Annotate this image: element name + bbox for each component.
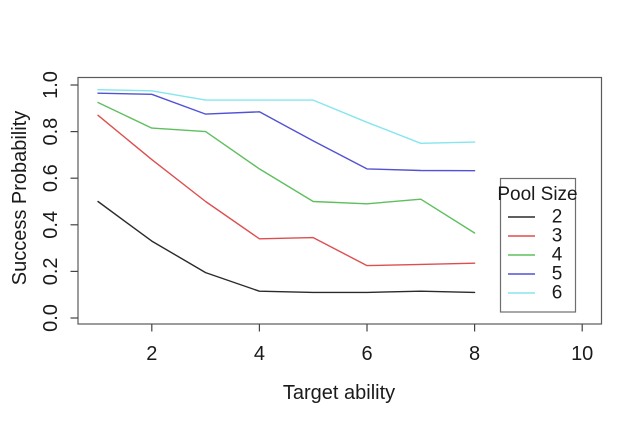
series-line-pool-3 (97, 114, 476, 267)
y-axis-title: Success Probability (9, 111, 31, 286)
y-tick-label: 0.6 (40, 164, 62, 192)
y-tick-label: 0.8 (40, 118, 62, 146)
legend-label-pool-3: 3 (552, 226, 563, 247)
x-tick-label: 8 (469, 343, 480, 365)
legend-label-pool-5: 5 (552, 264, 563, 285)
legend-label-pool-2: 2 (552, 207, 563, 228)
series-line-pool-4 (97, 101, 476, 234)
series-line-pool-6 (97, 88, 476, 145)
data-series-lines (97, 88, 476, 294)
legend-label-pool-6: 6 (552, 283, 563, 304)
x-tick-label: 6 (361, 343, 372, 365)
x-tick-label: 2 (146, 343, 157, 365)
y-tick-label: 0.0 (40, 304, 62, 332)
y-tick-label: 0.2 (40, 257, 62, 285)
x-tick-label: 4 (254, 343, 265, 365)
x-tick-label: 10 (571, 343, 593, 365)
legend-label-pool-4: 4 (552, 245, 563, 266)
series-line-pool-5 (97, 92, 476, 172)
x-axis: 2 4 6 8 10 (146, 324, 593, 365)
series-line-pool-2 (97, 200, 476, 294)
legend-title: Pool Size (497, 184, 577, 205)
y-tick-label: 0.4 (40, 211, 62, 239)
y-tick-label: 1.0 (40, 71, 62, 99)
plot-border-box (77, 76, 603, 325)
x-axis-title: Target ability (283, 382, 395, 404)
y-axis: 0.0 0.2 0.4 0.6 0.8 1.0 (40, 71, 78, 332)
legend-box (499, 177, 577, 313)
